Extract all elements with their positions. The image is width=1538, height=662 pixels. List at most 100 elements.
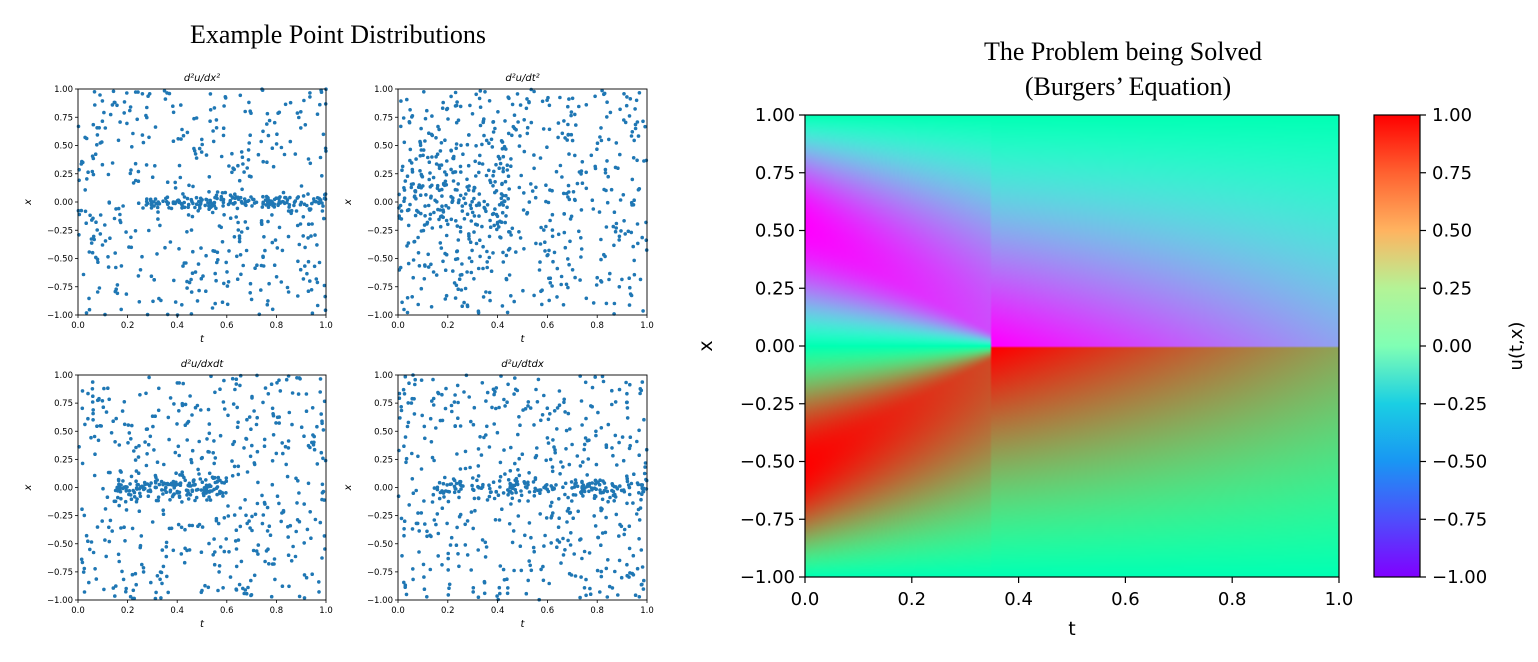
scatter-point bbox=[530, 189, 535, 193]
scatter-point bbox=[296, 392, 301, 396]
scatter-point bbox=[103, 239, 108, 243]
scatter-point bbox=[547, 581, 551, 586]
scatter-point bbox=[213, 550, 217, 554]
scatter-point bbox=[196, 467, 200, 472]
scatter-point bbox=[570, 499, 574, 503]
scatter-point bbox=[418, 193, 423, 197]
scatter-point bbox=[97, 286, 102, 290]
scatter-point bbox=[526, 578, 530, 583]
scatter-point bbox=[522, 247, 526, 251]
scatter-point bbox=[527, 521, 532, 525]
scatter-point bbox=[290, 391, 295, 395]
scatter-point bbox=[491, 130, 496, 134]
scatter-point bbox=[248, 454, 253, 459]
scatter-point bbox=[514, 250, 518, 254]
scatter-point bbox=[153, 414, 157, 419]
scatter-point bbox=[152, 448, 156, 452]
scatter-point bbox=[122, 525, 126, 529]
scatter-point bbox=[457, 489, 461, 494]
scatter-point bbox=[630, 203, 634, 207]
scatter-point bbox=[134, 499, 139, 504]
scatter-point bbox=[581, 460, 585, 464]
scatter-point bbox=[599, 569, 604, 574]
scatter-points bbox=[76, 87, 328, 317]
scatter-point bbox=[306, 259, 311, 264]
scatter-point bbox=[512, 568, 516, 573]
scatter-point bbox=[501, 260, 506, 264]
scatter-point bbox=[187, 523, 192, 528]
scatter-point bbox=[88, 213, 92, 218]
scatter-point bbox=[543, 249, 547, 253]
scatter-point bbox=[454, 120, 459, 125]
scatter-point bbox=[230, 474, 235, 478]
scatter-point bbox=[236, 472, 241, 477]
scatter-point bbox=[559, 460, 563, 464]
scatter-point bbox=[175, 381, 180, 385]
y-tick-label: 0.50 bbox=[54, 142, 73, 152]
scatter-point bbox=[155, 205, 160, 210]
scatter-point bbox=[207, 207, 211, 211]
scatter-point bbox=[482, 133, 486, 138]
scatter-point bbox=[488, 486, 492, 491]
colorbar-label: u(t,x) bbox=[1506, 322, 1527, 371]
scatter-point bbox=[472, 196, 476, 201]
scatter-point bbox=[244, 203, 248, 208]
scatter-point bbox=[135, 497, 139, 501]
scatter-point bbox=[95, 143, 99, 147]
scatter-point bbox=[599, 574, 604, 579]
scatter-point bbox=[265, 122, 269, 126]
scatter-point bbox=[134, 469, 139, 473]
scatter-point bbox=[643, 461, 648, 465]
scatter-point bbox=[193, 482, 197, 487]
scatter-point bbox=[459, 143, 463, 148]
scatter-point bbox=[255, 415, 259, 420]
scatter-point bbox=[513, 488, 518, 492]
scatter-point bbox=[593, 482, 598, 486]
scatter-point bbox=[320, 419, 324, 424]
scatter-point bbox=[216, 521, 221, 526]
scatter-point bbox=[177, 494, 182, 498]
scatter-point bbox=[217, 564, 222, 568]
scatter-point bbox=[161, 199, 165, 203]
scatter-point bbox=[282, 152, 287, 157]
scatter-point bbox=[457, 564, 461, 569]
y-tick-label: −0.75 bbox=[367, 568, 393, 578]
scatter-point bbox=[513, 478, 517, 483]
scatter-point bbox=[182, 200, 186, 205]
scatter-point bbox=[608, 110, 613, 115]
scatter-point bbox=[140, 562, 144, 567]
scatter-point bbox=[100, 119, 105, 123]
scatter-point bbox=[590, 385, 595, 390]
scatter-point bbox=[128, 105, 133, 109]
scatter-point bbox=[274, 142, 279, 146]
scatter-point bbox=[92, 90, 97, 94]
scatter-point bbox=[445, 159, 449, 163]
scatter-point bbox=[221, 126, 226, 130]
x-tick-label: 1.0 bbox=[640, 321, 654, 331]
scatter-point bbox=[208, 489, 213, 493]
scatter-point bbox=[173, 186, 178, 190]
scatter-point bbox=[478, 254, 482, 259]
scatter-point bbox=[430, 455, 435, 460]
scatter-point bbox=[262, 437, 267, 442]
scatter-point bbox=[163, 97, 168, 101]
scatter-point bbox=[264, 203, 268, 207]
x-tick-label: 0.6 bbox=[220, 606, 234, 616]
scatter-point bbox=[263, 559, 267, 564]
scatter-point bbox=[510, 486, 515, 491]
scatter-point bbox=[523, 407, 528, 411]
scatter-point bbox=[567, 462, 572, 467]
scatter-point bbox=[248, 281, 253, 286]
scatter-point bbox=[584, 296, 589, 301]
scatter-point bbox=[430, 155, 434, 159]
scatter-point bbox=[210, 306, 215, 310]
scatter-point bbox=[458, 225, 463, 230]
scatter-point bbox=[583, 380, 588, 385]
scatter-point bbox=[249, 174, 253, 179]
scatter-point bbox=[463, 543, 468, 547]
scatter-point bbox=[179, 552, 184, 556]
scatter-point bbox=[410, 167, 415, 172]
scatter-point bbox=[221, 204, 225, 208]
scatter-point bbox=[90, 154, 95, 158]
scatter-point bbox=[128, 108, 132, 113]
